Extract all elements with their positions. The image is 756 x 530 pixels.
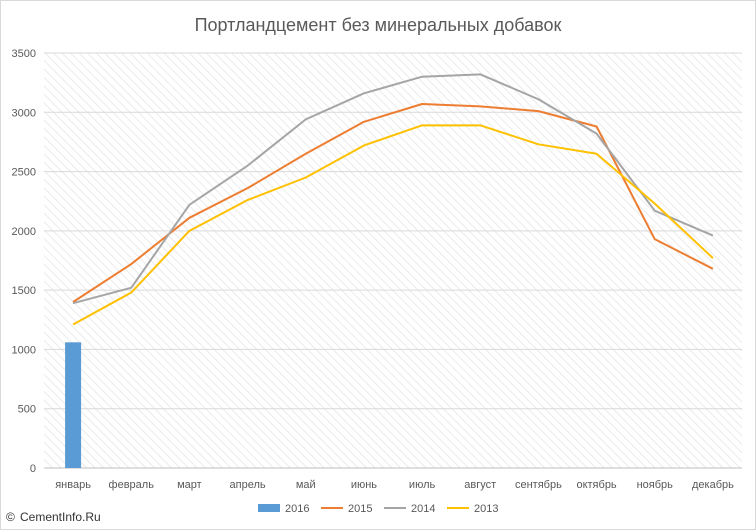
x-tick-label: февраль (109, 479, 155, 491)
x-tick-label: январь (55, 479, 91, 491)
line-series (72, 73, 714, 326)
bar-series (65, 342, 82, 468)
series-line-2014 (72, 73, 714, 305)
y-tick-label: 0 (30, 463, 36, 475)
legend-label-2016: 2016 (285, 503, 309, 515)
y-tick-label: 2500 (12, 167, 36, 179)
legend: 2016 2015 2014 2013 (258, 503, 498, 515)
series-line-2013 (72, 124, 714, 326)
y-tick-label: 1500 (12, 285, 36, 297)
x-tick-label: сентябрь (515, 479, 562, 491)
y-tick-label: 2000 (12, 226, 36, 238)
x-tick-label: ноябрь (637, 479, 674, 491)
x-tick-label: июнь (351, 479, 377, 491)
x-tick-label: август (464, 479, 496, 491)
chart-title: Портландцемент без минеральных добавок (195, 15, 562, 35)
legend-label-2013: 2013 (474, 503, 498, 515)
x-tick-label: март (177, 479, 202, 491)
y-axis: 0 500 1000 1500 2000 2500 3000 3500 (12, 48, 36, 475)
y-tick-label: 3500 (12, 48, 36, 60)
watermark-text: CementInfo.Ru (20, 510, 101, 524)
x-axis: январь февраль март апрель май июнь июль август… (44, 467, 742, 491)
x-tick-label: октябрь (576, 479, 616, 491)
y-tick-label: 1000 (12, 344, 36, 356)
y-tick-label: 3000 (12, 107, 36, 119)
watermark: © CementInfo.Ru (6, 510, 101, 524)
copyright-icon: © (6, 510, 15, 524)
x-tick-label: апрель (230, 479, 266, 491)
x-tick-label: май (296, 479, 316, 491)
x-tick-label: июль (409, 479, 436, 491)
y-tick-label: 500 (18, 404, 36, 416)
legend-label-2014: 2014 (411, 503, 435, 515)
legend-label-2015: 2015 (348, 503, 372, 515)
legend-key-2016 (258, 504, 280, 512)
x-tick-label: декабрь (692, 479, 734, 491)
bar-2016 (65, 342, 82, 468)
plot-area (44, 53, 742, 468)
